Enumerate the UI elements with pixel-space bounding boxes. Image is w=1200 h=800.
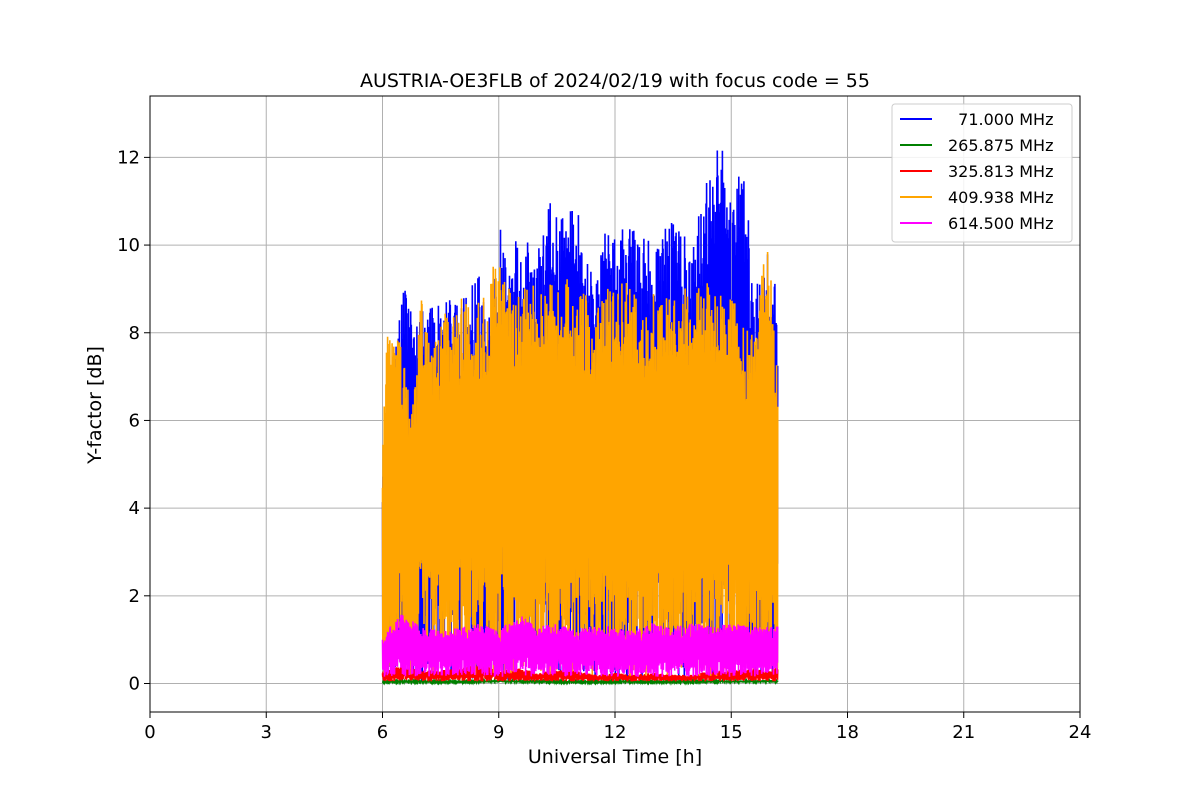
legend-entry: 265.875 MHz	[948, 136, 1053, 155]
x-tick-label: 0	[144, 722, 155, 743]
y-tick-label: 0	[129, 674, 140, 695]
y-axis-label: Y-factor [dB]	[84, 346, 106, 465]
series-line	[381, 251, 779, 677]
series-lines	[381, 150, 779, 686]
legend-box	[891, 103, 1073, 243]
legend: 71.000 MHz 265.875 MHz 325.813 MHz 409.938 …	[891, 103, 1073, 243]
y-tick-label: 12	[117, 147, 140, 168]
x-tick-label: 9	[493, 722, 504, 743]
x-tick-label: 21	[952, 722, 975, 743]
series-line	[381, 614, 779, 677]
y-tick-label: 6	[129, 410, 140, 431]
y-tick-label: 4	[129, 498, 140, 519]
x-tick-label: 12	[604, 722, 627, 743]
chart-title: AUSTRIA-OE3FLB of 2024/02/19 with focus …	[360, 70, 870, 92]
x-tick-label: 18	[836, 722, 859, 743]
x-tick-label: 3	[261, 722, 272, 743]
y-tick-label: 2	[129, 586, 140, 607]
y-tick-label: 10	[117, 235, 140, 256]
y-tick-label: 8	[129, 323, 140, 344]
series-line	[381, 677, 779, 686]
legend-entry: 71.000 MHz	[948, 110, 1053, 129]
legend-entry: 325.813 MHz	[948, 162, 1053, 181]
legend-entry: 409.938 MHz	[948, 188, 1053, 207]
x-tick-label: 24	[1069, 722, 1092, 743]
x-tick-label: 15	[720, 722, 743, 743]
x-tick-label: 6	[377, 722, 388, 743]
legend-entry: 614.500 MHz	[948, 214, 1053, 233]
x-axis-label: Universal Time [h]	[528, 746, 702, 768]
